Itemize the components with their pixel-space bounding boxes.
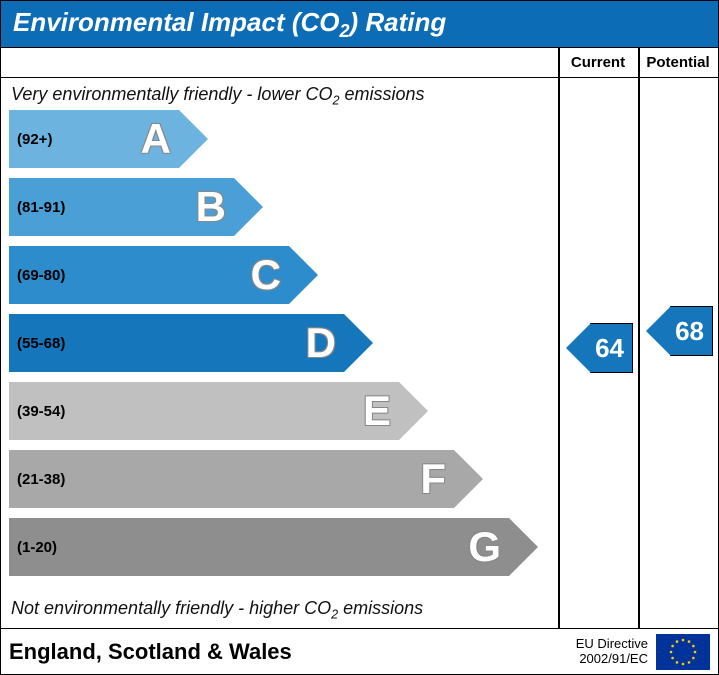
description-top: Very environmentally friendly - lower CO… — [11, 84, 425, 108]
title-prefix: Environmental Impact (CO — [13, 7, 340, 37]
band-letter: D — [306, 319, 336, 367]
footer-region: England, Scotland & Wales — [9, 639, 576, 665]
band-bar: (21-38) F — [9, 450, 454, 508]
band-bar: (92+) A — [9, 110, 179, 168]
band-e: (39-54) E — [9, 382, 399, 440]
band-letter: C — [251, 251, 281, 299]
eu-flag-icon — [656, 634, 710, 670]
band-c: (69-80) C — [9, 246, 289, 304]
band-range: (69-80) — [17, 267, 65, 284]
title-bar: Environmental Impact (CO2) Rating — [1, 1, 718, 48]
band-letter: A — [141, 115, 171, 163]
band-range: (81-91) — [17, 199, 65, 216]
directive-line1: EU Directive — [576, 637, 648, 651]
rating-current-pointer: 64 — [590, 323, 633, 373]
band-range: (55-68) — [17, 335, 65, 352]
band-arrow-tip — [509, 518, 538, 576]
directive-line2: 2002/91/EC — [576, 652, 648, 666]
band-arrow-tip — [454, 450, 483, 508]
band-range: (92+) — [17, 131, 52, 148]
band-bar: (55-68) D — [9, 314, 344, 372]
band-arrow-tip — [399, 382, 428, 440]
band-bar: (69-80) C — [9, 246, 289, 304]
band-range: (1-20) — [17, 539, 57, 556]
band-letter: E — [363, 387, 391, 435]
band-range: (21-38) — [17, 471, 65, 488]
band-letter: G — [468, 523, 501, 571]
footer: England, Scotland & Wales EU Directive 2… — [1, 629, 718, 674]
band-b: (81-91) B — [9, 178, 234, 236]
band-arrow-tip — [234, 178, 263, 236]
bands-area: (92+) A (81-91) B (69-80) C (55-68) D (39-54) E (2… — [9, 110, 550, 594]
band-bar: (1-20) G — [9, 518, 509, 576]
band-bar: (81-91) B — [9, 178, 234, 236]
rating-current-value: 64 — [595, 333, 624, 364]
band-arrow-tip — [289, 246, 318, 304]
chart-body: Current Potential Very environmentally f… — [1, 47, 718, 629]
epc-rating-card: Environmental Impact (CO2) Rating Curren… — [0, 0, 719, 675]
band-a: (92+) A — [9, 110, 179, 168]
band-letter: B — [196, 183, 226, 231]
band-g: (1-20) G — [9, 518, 509, 576]
band-d: (55-68) D — [9, 314, 344, 372]
footer-directive: EU Directive 2002/91/EC — [576, 637, 648, 666]
band-letter: F — [420, 455, 446, 503]
band-bar: (39-54) E — [9, 382, 399, 440]
description-bottom: Not environmentally friendly - higher CO… — [11, 598, 423, 622]
band-arrow-tip — [344, 314, 373, 372]
band-f: (21-38) F — [9, 450, 454, 508]
rating-potential-pointer: 68 — [670, 306, 713, 356]
band-arrow-tip — [179, 110, 208, 168]
title-sub: 2 — [340, 21, 350, 41]
band-range: (39-54) — [17, 403, 65, 420]
rating-potential-value: 68 — [675, 316, 704, 347]
title-suffix: ) Rating — [350, 7, 447, 37]
